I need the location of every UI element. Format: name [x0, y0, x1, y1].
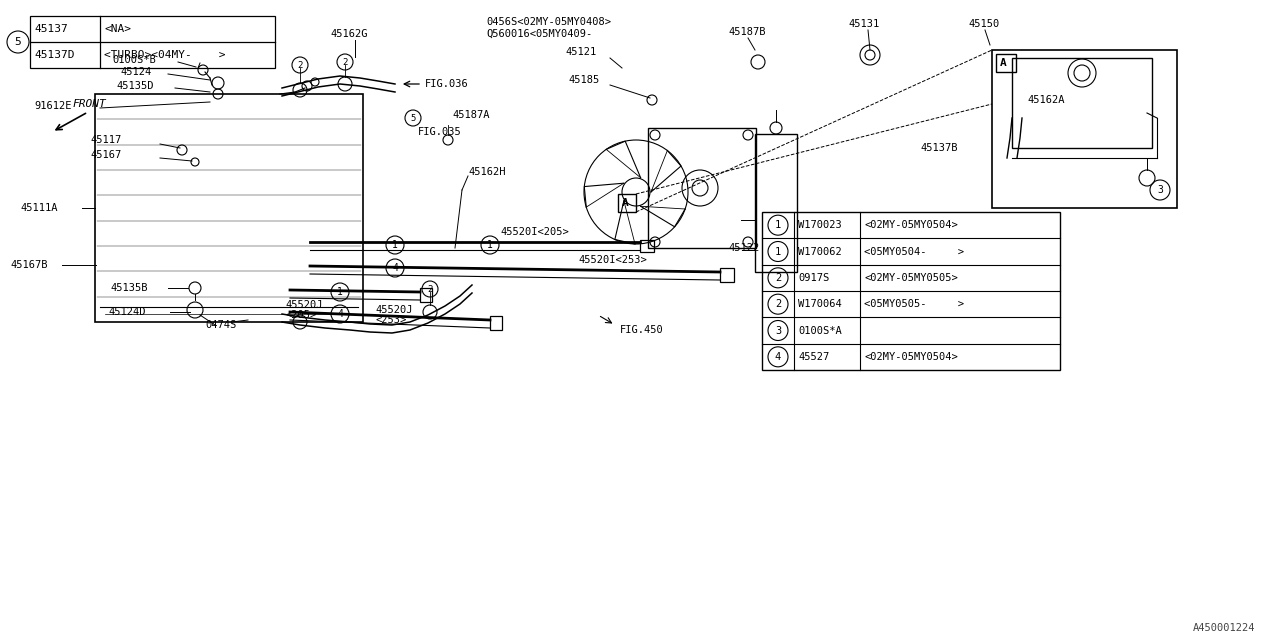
Text: 45187B: 45187B	[728, 27, 765, 37]
Text: <02MY-05MY0504>: <02MY-05MY0504>	[864, 352, 957, 362]
Text: 4: 4	[774, 352, 781, 362]
Text: 5: 5	[14, 37, 22, 47]
Text: 2: 2	[342, 58, 348, 67]
Bar	[640, 240, 654, 252]
Text: 1: 1	[392, 240, 398, 250]
Text: 45162A: 45162A	[1027, 95, 1065, 105]
Bar	[762, 212, 1060, 370]
Text: 3: 3	[1157, 185, 1164, 195]
Text: A450001224: A450001224	[1193, 623, 1254, 633]
Text: 2: 2	[774, 299, 781, 309]
Bar	[648, 128, 756, 248]
Text: 45520I<205>: 45520I<205>	[500, 227, 568, 237]
Bar	[420, 288, 433, 302]
Text: 0100S*B: 0100S*B	[113, 55, 156, 65]
Text: A: A	[1000, 58, 1007, 68]
Bar	[755, 134, 797, 272]
Text: 45131: 45131	[849, 19, 879, 29]
Bar	[721, 268, 733, 282]
Text: 45520J: 45520J	[285, 300, 323, 310]
Text: 0456S<02MY-05MY0408>: 0456S<02MY-05MY0408>	[486, 17, 611, 27]
Text: <NA>: <NA>	[104, 24, 131, 34]
Text: 45124: 45124	[120, 67, 151, 77]
Text: A: A	[622, 198, 628, 208]
Text: 2: 2	[297, 61, 302, 70]
Bar	[618, 194, 636, 212]
Text: <05MY0504-     >: <05MY0504- >	[864, 246, 964, 257]
Text: 45137D: 45137D	[35, 50, 74, 60]
Text: 45135B: 45135B	[110, 283, 147, 293]
Text: 45162G: 45162G	[330, 29, 367, 39]
Text: <TURBO><04MY-    >: <TURBO><04MY- >	[104, 50, 225, 60]
Text: 1: 1	[488, 240, 493, 250]
Text: 45162H: 45162H	[468, 167, 506, 177]
Text: 0474S: 0474S	[205, 320, 237, 330]
Text: 91612E: 91612E	[35, 101, 72, 111]
Text: 45135D: 45135D	[116, 81, 154, 91]
Text: 1: 1	[774, 246, 781, 257]
Text: <05MY0505-     >: <05MY0505- >	[864, 299, 964, 309]
Text: 45121: 45121	[564, 47, 596, 57]
Text: <02MY-05MY0505>: <02MY-05MY0505>	[864, 273, 957, 283]
Bar	[1012, 58, 1152, 148]
Text: 1: 1	[337, 287, 343, 297]
Bar	[992, 50, 1178, 208]
Text: 45137: 45137	[35, 24, 68, 34]
Text: 45124D: 45124D	[108, 307, 146, 317]
Text: 4: 4	[337, 309, 343, 319]
Text: 45187A: 45187A	[452, 110, 489, 120]
Text: 2: 2	[428, 285, 433, 294]
Text: 5: 5	[411, 113, 416, 122]
Text: 45167B: 45167B	[10, 260, 47, 270]
Text: Q560016<05MY0409-: Q560016<05MY0409-	[486, 29, 593, 39]
Text: 4: 4	[392, 263, 398, 273]
Text: <253>: <253>	[375, 315, 406, 325]
Text: 45122: 45122	[728, 243, 759, 253]
Text: 45167: 45167	[90, 150, 122, 160]
Bar	[490, 316, 502, 330]
Text: 45111A: 45111A	[20, 203, 58, 213]
Text: 45185: 45185	[568, 75, 599, 85]
Text: 1: 1	[774, 220, 781, 230]
Text: 0100S*A: 0100S*A	[797, 326, 842, 335]
Bar	[996, 54, 1016, 72]
Bar	[95, 94, 364, 322]
Text: FIG.036: FIG.036	[425, 79, 468, 89]
Text: 3: 3	[774, 326, 781, 335]
Text: 2: 2	[774, 273, 781, 283]
Text: W170064: W170064	[797, 299, 842, 309]
Text: FRONT: FRONT	[72, 99, 106, 109]
Text: 0917S: 0917S	[797, 273, 829, 283]
Text: 45520I<253>: 45520I<253>	[579, 255, 646, 265]
Text: 45150: 45150	[968, 19, 1000, 29]
Text: FIG.035: FIG.035	[419, 127, 462, 137]
Text: W170062: W170062	[797, 246, 842, 257]
Text: W170023: W170023	[797, 220, 842, 230]
Bar	[29, 16, 275, 68]
Text: 45527: 45527	[797, 352, 829, 362]
Text: 45137B: 45137B	[920, 143, 957, 153]
Text: <02MY-05MY0504>: <02MY-05MY0504>	[864, 220, 957, 230]
Text: FIG.450: FIG.450	[620, 325, 664, 335]
Text: 45117: 45117	[90, 135, 122, 145]
Text: 45520J: 45520J	[375, 305, 412, 315]
Text: <205>: <205>	[285, 310, 316, 320]
